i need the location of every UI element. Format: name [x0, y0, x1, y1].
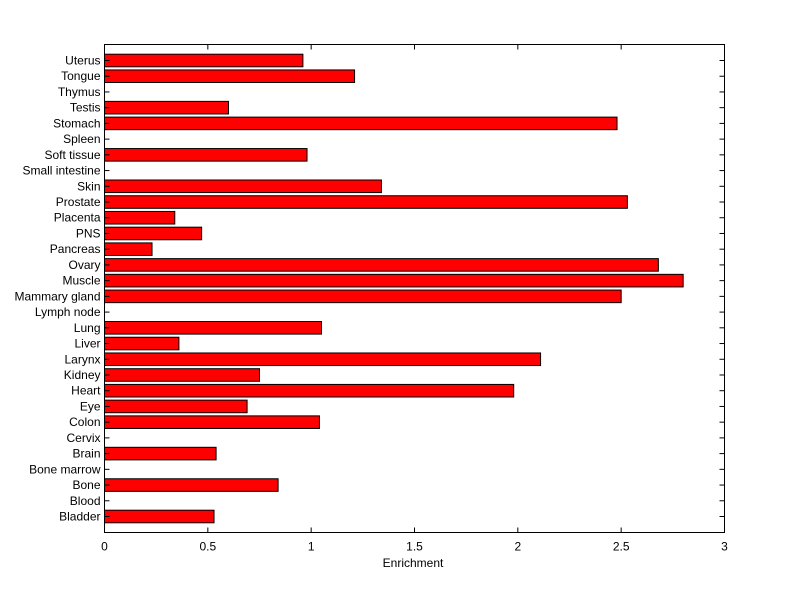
- bar-lung: [104, 321, 322, 335]
- y-tick-label: Bone: [72, 478, 100, 492]
- x-tick-label: 1.5: [406, 540, 423, 554]
- x-tick-label: 0.5: [199, 540, 216, 554]
- y-axis-ticks: [104, 60, 725, 517]
- bar-pns: [104, 226, 203, 241]
- y-tick-label: PNS: [76, 226, 101, 240]
- bar-muscle: [104, 273, 684, 288]
- bar-kidney: [104, 368, 260, 382]
- bar-brain: [104, 446, 217, 461]
- bar-testis: [104, 100, 229, 115]
- bar-heart: [104, 383, 515, 398]
- y-tick-label: Small intestine: [22, 164, 100, 178]
- y-tick-label: Stomach: [53, 116, 100, 130]
- y-tick-label: Thymus: [58, 85, 101, 99]
- bar-pancreas: [104, 242, 153, 256]
- y-tick-label: Testis: [70, 101, 101, 115]
- bar-mammary-gland: [104, 289, 622, 304]
- y-tick-label: Bone marrow: [29, 462, 101, 476]
- y-tick-label: Bladder: [59, 510, 100, 524]
- y-tick-label: Brain: [72, 447, 100, 461]
- y-tick-label: Lung: [74, 321, 101, 335]
- y-tick-label: Uterus: [65, 54, 100, 68]
- y-tick-label: Ovary: [68, 258, 100, 272]
- bar-soft-tissue: [104, 148, 308, 162]
- bar-uterus: [104, 53, 304, 68]
- plot-frame: [104, 44, 725, 533]
- bar-colon: [104, 415, 320, 429]
- y-tick-label: Skin: [77, 179, 100, 193]
- bar-ovary: [104, 258, 659, 272]
- y-tick-label: Placenta: [54, 211, 101, 225]
- bar-stomach: [104, 116, 618, 131]
- x-axis-title: Enrichment: [383, 556, 444, 570]
- bar-larynx: [104, 352, 542, 367]
- x-axis-labels: 0 0.5 1 1.5 2 2.5 3: [101, 540, 728, 554]
- y-tick-label: Pancreas: [50, 242, 101, 256]
- y-tick-label: Lymph node: [35, 305, 101, 319]
- bar-bladder: [104, 509, 215, 524]
- y-tick-label: Mammary gland: [14, 289, 100, 303]
- bar-eye: [104, 399, 248, 414]
- y-tick-label: Tongue: [61, 69, 101, 83]
- y-tick-label: Muscle: [62, 274, 100, 288]
- y-tick-label: Cervix: [66, 431, 100, 445]
- bars-group: [104, 53, 684, 524]
- x-tick-label: 3: [721, 540, 728, 554]
- bar-tongue: [104, 69, 356, 84]
- y-tick-label: Spleen: [63, 132, 100, 146]
- x-tick-label: 2.5: [613, 540, 630, 554]
- bar-prostate: [104, 195, 628, 209]
- y-tick-label: Heart: [71, 384, 101, 398]
- x-tick-label: 0: [101, 540, 108, 554]
- x-tick-label: 1: [308, 540, 315, 554]
- y-tick-label: Soft tissue: [44, 148, 100, 162]
- y-tick-label: Colon: [69, 415, 100, 429]
- bar-skin: [104, 179, 382, 194]
- y-tick-label: Blood: [70, 494, 101, 508]
- y-tick-label: Liver: [74, 337, 100, 351]
- y-tick-label: Larynx: [64, 352, 100, 366]
- bar-liver: [104, 336, 180, 351]
- bar-placenta: [104, 210, 176, 225]
- y-tick-label: Eye: [80, 399, 101, 413]
- x-tick-label: 2: [514, 540, 521, 554]
- y-tick-label: Kidney: [64, 368, 101, 382]
- y-tick-label: Prostate: [56, 195, 101, 209]
- bar-bone: [104, 478, 279, 492]
